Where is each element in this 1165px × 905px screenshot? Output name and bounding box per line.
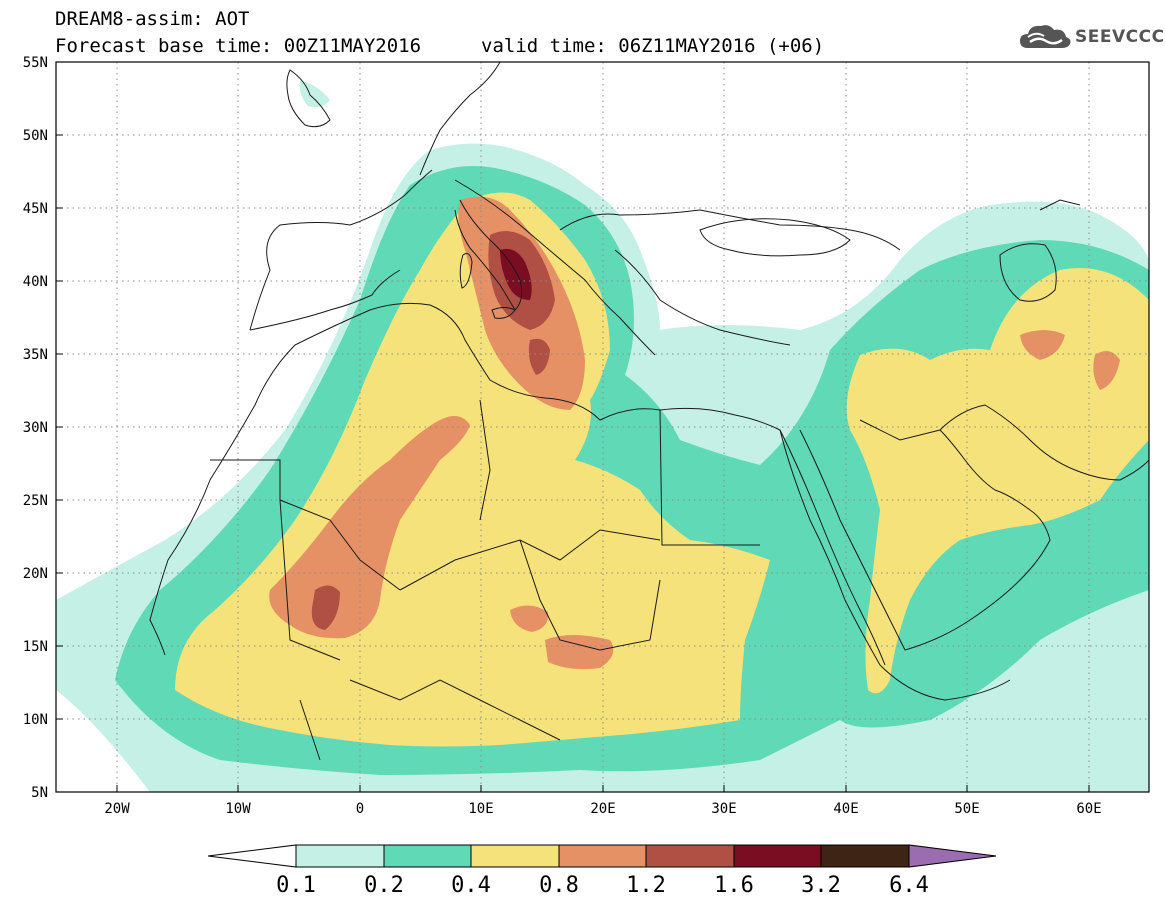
colorbar-swatch [645, 844, 735, 868]
chart-title: DREAM8-assim: AOT [55, 8, 250, 30]
colorbar-label: 0.2 [364, 873, 404, 898]
colorbar-swatch [470, 844, 560, 868]
lat-label: 25N [23, 493, 48, 509]
lon-label: 20E [590, 801, 615, 817]
graticule [56, 62, 1149, 792]
colorbar-swatch [383, 844, 472, 868]
lat-label: 50N [23, 128, 48, 144]
forecast-base-time: Forecast base time: 00Z11MAY2016 [55, 35, 422, 57]
lon-label: 10W [225, 801, 251, 817]
colorbar-label: 1.2 [626, 873, 666, 898]
lon-label: 50E [954, 801, 979, 817]
valid-time: valid time: 06Z11MAY2016 (+06) [481, 35, 825, 57]
lat-label: 20N [23, 566, 48, 582]
lon-label: 60E [1076, 801, 1101, 817]
colorbar-swatch [733, 844, 822, 868]
lat-label: 35N [23, 347, 48, 363]
colorbar-label: 3.2 [801, 873, 841, 898]
colorbar-label: 0.8 [539, 873, 579, 898]
colorbar-label: 6.4 [889, 873, 929, 898]
lon-label: 40E [833, 801, 858, 817]
colorbar-labels: 0.1 0.2 0.4 0.8 1.2 1.6 3.2 6.4 [276, 873, 929, 898]
lon-labels: 20W 10W 0 10E 20E 30E 40E 50E 60E [104, 801, 1101, 817]
lat-label: 15N [23, 639, 48, 655]
lon-label: 30E [711, 801, 736, 817]
aot-level-1.6 [500, 248, 532, 300]
lon-label: 20W [104, 801, 130, 817]
lat-label: 55N [23, 55, 48, 71]
colorbar-label: 0.1 [276, 873, 316, 898]
lat-label: 30N [23, 420, 48, 436]
lat-label: 40N [23, 274, 48, 290]
colorbar-swatch [295, 844, 385, 868]
lon-label: 0 [356, 801, 364, 817]
cloud-icon [1020, 25, 1071, 48]
lon-label: 10E [468, 801, 493, 817]
logo-text: SEEVCCC [1075, 27, 1165, 47]
colorbar-swatch [820, 844, 910, 868]
coastlines [149, 62, 1149, 761]
colorbar-swatch [558, 844, 647, 868]
lat-labels: 5N 10N 15N 20N 25N 30N 35N 40N 45N 50N 5… [23, 55, 48, 801]
colorbar-label: 0.4 [451, 873, 491, 898]
aot-fields [56, 80, 1149, 792]
colorbar [207, 844, 997, 868]
colorbar-label: 1.6 [714, 873, 754, 898]
seevccc-logo: SEEVCCC [1018, 22, 1165, 52]
lat-label: 45N [23, 201, 48, 217]
colorbar-lower-arrow [207, 844, 297, 868]
lat-label: 10N [23, 712, 48, 728]
lat-label: 5N [31, 785, 48, 801]
axis-ticks [56, 61, 1090, 793]
colorbar-upper-arrow [908, 844, 997, 868]
